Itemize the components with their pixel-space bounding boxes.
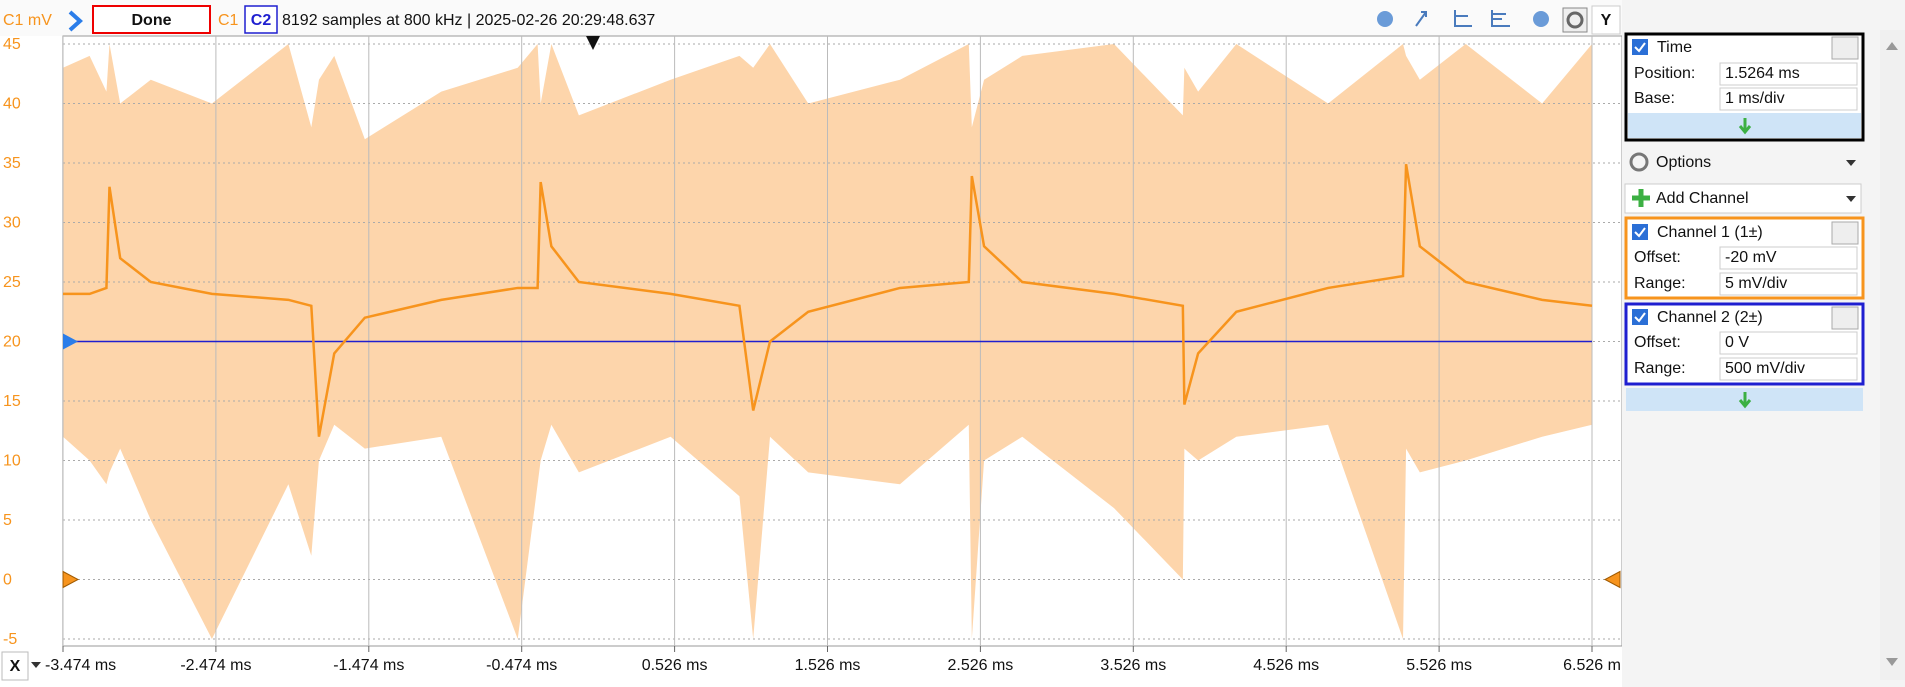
field-value[interactable]: 1 ms/div	[1725, 90, 1785, 107]
field-value[interactable]: 5 mV/div	[1725, 275, 1787, 292]
dropdown[interactable]	[1719, 87, 1858, 111]
plot	[63, 36, 1622, 646]
checkbox[interactable]	[1632, 39, 1648, 55]
dropdown[interactable]	[1719, 272, 1858, 296]
offset-marker	[63, 333, 78, 350]
y-button-label[interactable]: Y	[1601, 12, 1612, 29]
section-settings[interactable]	[1831, 36, 1859, 60]
align-icon[interactable]	[1454, 10, 1472, 27]
cursor-icon[interactable]	[1415, 11, 1427, 27]
scrollbar[interactable]	[1880, 30, 1905, 680]
checkbox[interactable]	[1632, 224, 1648, 240]
offset-marker	[1603, 570, 1621, 589]
y-tick-label: 30	[3, 215, 21, 232]
dropdown[interactable]	[1719, 62, 1858, 86]
field-label: Range:	[1634, 275, 1686, 292]
x-tick-label: 6.526 m	[1563, 657, 1621, 674]
x-tick-label: -2.474 ms	[180, 657, 251, 674]
status-box	[92, 5, 211, 34]
options[interactable]: Options	[1656, 154, 1711, 171]
status: Done	[132, 12, 172, 29]
dropdown[interactable]	[1719, 246, 1858, 270]
add-channel[interactable]: Add Channel	[1656, 190, 1749, 207]
toolbar-icons[interactable]	[1377, 7, 1588, 33]
section-settings[interactable]	[1831, 306, 1859, 330]
x-tick-label: -3.474 ms	[45, 657, 116, 674]
c2-box[interactable]	[244, 5, 278, 34]
y-tick-label: 5	[3, 512, 12, 529]
zoom-icon[interactable]	[1533, 11, 1549, 27]
x-tick-label: 3.526 ms	[1100, 657, 1166, 674]
field-value[interactable]: -20 mV	[1725, 249, 1777, 266]
check	[1634, 42, 1646, 53]
expand-arrow	[1738, 118, 1752, 135]
field-label: Offset:	[1634, 334, 1681, 351]
x-tick-label: 2.526 ms	[947, 657, 1013, 674]
section-title: Time	[1657, 39, 1692, 56]
y-tick-label: 25	[3, 274, 21, 291]
x-button[interactable]	[1, 651, 29, 681]
y-tick-label: 45	[3, 36, 21, 53]
y-tick-label: 20	[3, 334, 21, 351]
x-tick-label: 5.526 ms	[1406, 657, 1472, 674]
field-label: Position:	[1634, 65, 1695, 82]
trigger-marker[interactable]	[586, 36, 600, 50]
channel2-section: Channel 2 (2±) Offset: 0 V Range: 500 mV…	[1624, 302, 1865, 386]
field-value[interactable]: 500 mV/div	[1725, 360, 1805, 377]
run-arrow[interactable]	[68, 10, 83, 32]
acquisition-info: 8192 samples at 800 kHz | 2025-02-26 20:…	[282, 12, 655, 29]
plus-icon	[1632, 189, 1650, 207]
y-button[interactable]	[1591, 5, 1621, 35]
check	[1634, 312, 1646, 323]
add-channel-button[interactable]	[1624, 183, 1862, 214]
y-tick-label: 35	[3, 155, 21, 172]
section-title: Channel 1 (1±)	[1657, 224, 1763, 241]
time-section: Time Position: 1.5264 ms Base: 1 ms/div	[1624, 32, 1865, 142]
zoom-icon[interactable]	[1377, 11, 1393, 27]
x-tick-label: 0.526 ms	[642, 657, 708, 674]
x-button-label[interactable]: X	[10, 658, 21, 675]
dropdown[interactable]	[1719, 357, 1858, 381]
x-dropdown[interactable]	[31, 662, 41, 668]
x-tick-label: -0.474 ms	[486, 657, 557, 674]
gear	[1566, 11, 1584, 29]
x-tick-label: 1.526 ms	[795, 657, 861, 674]
x-tick-label: -1.474 ms	[333, 657, 404, 674]
channel1-section: Channel 1 (1±) Offset: -20 mV Range: 5 m…	[1624, 216, 1865, 300]
y-tick-label: -5	[3, 631, 17, 648]
field-label: Base:	[1634, 90, 1675, 107]
section-title: Channel 2 (2±)	[1657, 309, 1763, 326]
field-value[interactable]: 1.5264 ms	[1725, 65, 1800, 82]
field-value[interactable]: 0 V	[1725, 334, 1749, 351]
checkbox[interactable]	[1632, 309, 1648, 325]
series-line	[63, 163, 1593, 437]
c2-toggle[interactable]: C2	[251, 12, 272, 29]
options-dropdown[interactable]	[1846, 160, 1856, 166]
y-axis-label: C1 mV	[3, 12, 52, 29]
field-label: Range:	[1634, 360, 1686, 377]
check	[1634, 227, 1646, 238]
dropdown[interactable]	[1719, 331, 1858, 355]
options-icon	[1629, 152, 1649, 172]
axes: 45 40 35 30 25 20 15 10 5 0 -5 -3.474 ms -2.474 ms -1…	[3, 36, 1621, 674]
y-tick-label: 15	[3, 393, 21, 410]
c1-toggle[interactable]: C1	[218, 12, 239, 29]
expand-arrow	[1738, 392, 1752, 409]
y-tick-label: 0	[3, 572, 12, 589]
field-label: Offset:	[1634, 249, 1681, 266]
section-settings[interactable]	[1831, 221, 1859, 245]
add-dropdown[interactable]	[1846, 196, 1856, 202]
align-icon[interactable]	[1491, 10, 1510, 27]
y-tick-label: 10	[3, 453, 21, 470]
offset-marker	[62, 570, 80, 589]
y-tick-label: 40	[3, 96, 21, 113]
x-tick-label: 4.526 ms	[1253, 657, 1319, 674]
